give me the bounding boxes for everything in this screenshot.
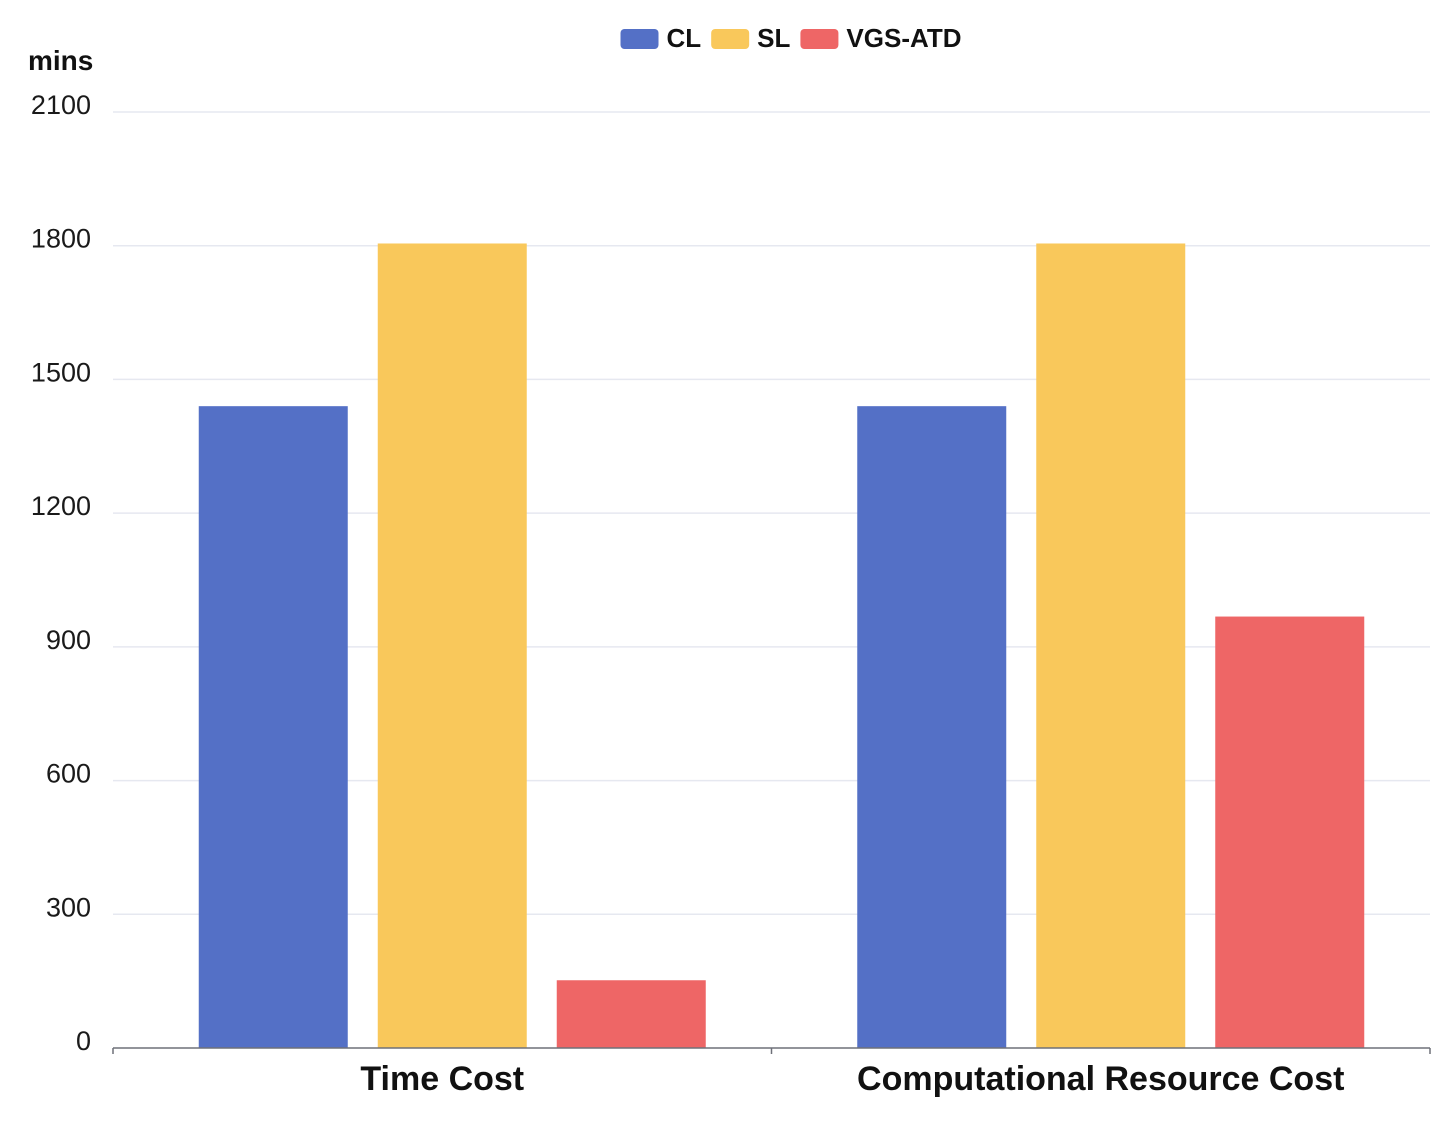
- bar-sl-1: [1036, 243, 1186, 1048]
- bars: [198, 243, 1365, 1049]
- y-tick-label: 0: [76, 1026, 91, 1056]
- y-tick-label: 1200: [31, 491, 91, 521]
- x-axis: Time Cost Computational Resource Cost: [112, 1047, 1431, 1098]
- bar-cl-1: [857, 406, 1007, 1049]
- x-category-label: Time Cost: [360, 1060, 524, 1098]
- y-tick-label: 600: [46, 759, 91, 789]
- legend-swatch-sl: [711, 29, 750, 49]
- y-axis-ticks: 0 300 600 900 1200 1500 1800 2100: [31, 90, 91, 1056]
- bar-vgs-atd-0: [556, 980, 706, 1048]
- bar-cl-0: [198, 406, 348, 1049]
- legend-label: CL: [667, 23, 702, 53]
- y-tick-label: 900: [46, 625, 91, 655]
- legend: CL SL VGS-ATD: [620, 23, 961, 53]
- y-axis-unit-label: mins: [28, 45, 93, 76]
- y-tick-label: 1500: [31, 357, 91, 387]
- bar-sl-0: [377, 243, 527, 1048]
- bar-vgs-atd-1: [1215, 616, 1365, 1048]
- y-tick-label: 2100: [31, 90, 91, 120]
- y-tick-label: 1800: [31, 224, 91, 254]
- legend-swatch-vgs-atd: [800, 29, 839, 49]
- legend-label: SL: [757, 23, 790, 53]
- legend-swatch-cl: [620, 29, 659, 49]
- x-category-label: Computational Resource Cost: [857, 1060, 1344, 1098]
- y-tick-label: 300: [46, 892, 91, 922]
- legend-label: VGS-ATD: [846, 23, 961, 53]
